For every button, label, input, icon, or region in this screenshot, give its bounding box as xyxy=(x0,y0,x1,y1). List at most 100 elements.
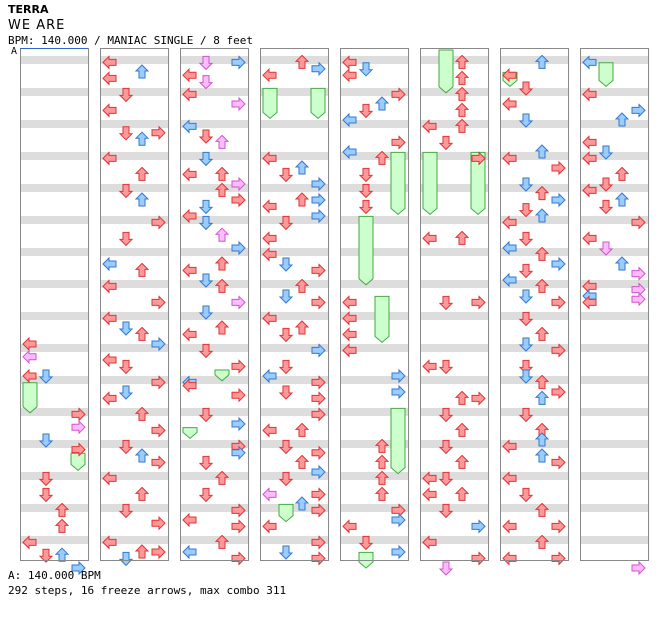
step-arrow-up xyxy=(534,185,550,201)
step-arrow-right xyxy=(631,560,646,576)
measure-stripe xyxy=(260,56,328,64)
step-arrow-right xyxy=(231,176,246,192)
measure-stripe xyxy=(180,376,248,384)
measure-stripe xyxy=(580,216,648,224)
step-arrow-left xyxy=(22,349,37,365)
step-arrow-right xyxy=(311,445,326,461)
step-arrow-up xyxy=(534,448,550,463)
freeze-arrow xyxy=(70,452,86,472)
measure-stripe xyxy=(100,56,168,64)
step-arrow-left xyxy=(262,487,277,502)
step-arrow-right xyxy=(151,125,166,141)
measure-stripe xyxy=(20,504,88,512)
freeze-body xyxy=(182,427,198,440)
measure-stripe xyxy=(580,344,648,352)
step-arrow-left xyxy=(502,151,517,166)
measure-stripe xyxy=(100,440,168,448)
measure-stripe xyxy=(500,248,568,256)
step-arrow-up xyxy=(294,54,310,69)
step-arrow-right xyxy=(551,519,566,534)
artist-name: WE ARE xyxy=(8,18,66,33)
measure-stripe xyxy=(180,536,248,544)
step-arrow-right xyxy=(311,407,326,422)
step-arrow-down xyxy=(278,327,294,343)
step-arrow-left xyxy=(502,551,517,566)
step-arrow-right xyxy=(311,295,326,310)
step-arrow-right xyxy=(231,551,246,566)
column-frame xyxy=(180,48,249,561)
step-arrow-right xyxy=(311,192,326,208)
freeze-body xyxy=(470,151,486,216)
step-arrow-right xyxy=(151,455,166,470)
step-arrow-left xyxy=(422,231,437,246)
measure-stripe xyxy=(340,216,408,224)
measure-stripe xyxy=(180,88,248,96)
step-arrow-left xyxy=(102,352,117,368)
freeze-arrow xyxy=(390,407,406,475)
step-arrow-down xyxy=(118,183,134,199)
measure-stripe xyxy=(260,376,328,384)
step-arrow-down xyxy=(278,359,294,375)
step-arrow-right xyxy=(71,419,86,435)
step-arrow-left xyxy=(182,87,197,102)
step-arrow-right xyxy=(311,263,326,278)
step-arrow-up xyxy=(534,374,550,389)
step-arrow-down xyxy=(118,503,134,519)
step-arrow-right xyxy=(311,487,326,502)
step-arrow-right xyxy=(151,295,166,310)
step-arrow-down xyxy=(598,145,614,160)
step-arrow-left xyxy=(22,368,37,384)
step-arrow-left xyxy=(262,231,277,246)
step-arrow-left xyxy=(262,311,277,326)
bpm-marker-label: A xyxy=(11,46,18,57)
step-stats: 292 steps, 16 freeze arrows, max combo 3… xyxy=(8,584,287,597)
step-arrow-left xyxy=(102,279,117,294)
measure-stripe xyxy=(180,56,248,64)
step-arrow-down xyxy=(598,241,614,256)
step-arrow-right xyxy=(231,387,246,403)
step-arrow-left xyxy=(182,544,197,560)
measure-stripe xyxy=(580,56,648,64)
step-arrow-left xyxy=(262,423,277,438)
step-arrow-left xyxy=(262,247,277,262)
step-arrow-right xyxy=(71,442,86,457)
step-arrow-right xyxy=(231,240,246,256)
measure-stripe xyxy=(100,472,168,480)
step-arrow-down xyxy=(198,455,214,471)
step-arrow-right xyxy=(391,135,406,150)
measure-stripe xyxy=(420,280,488,288)
measure-stripe xyxy=(260,504,328,512)
freeze-body xyxy=(214,369,230,382)
step-arrow-up xyxy=(534,326,550,341)
measure-stripe xyxy=(340,280,408,288)
step-arrow-left xyxy=(422,535,437,550)
step-arrow-left xyxy=(182,208,197,224)
measure-stripe xyxy=(500,56,568,64)
step-arrow-left xyxy=(582,135,597,150)
measure-stripe xyxy=(20,376,88,384)
step-arrow-down xyxy=(518,81,534,96)
step-arrow-right xyxy=(311,464,326,480)
step-arrow-down xyxy=(358,62,374,77)
step-arrow-right xyxy=(471,295,486,310)
step-arrow-up xyxy=(134,262,150,277)
step-arrow-left xyxy=(102,256,117,272)
step-arrow-up xyxy=(454,102,470,117)
measure-stripe xyxy=(100,504,168,512)
freeze-arrow xyxy=(310,87,326,120)
step-arrow-down xyxy=(278,385,294,400)
step-arrow-up xyxy=(214,256,230,271)
step-arrow-down xyxy=(518,203,534,218)
step-arrow-right xyxy=(311,375,326,390)
freeze-body xyxy=(422,151,438,216)
measure-stripe xyxy=(100,120,168,128)
measure-stripe xyxy=(100,408,168,416)
step-arrow-up xyxy=(534,534,550,549)
step-arrow-up xyxy=(214,534,230,549)
measure-stripe xyxy=(100,280,168,288)
step-arrow-right xyxy=(231,55,246,70)
step-arrow-down xyxy=(278,215,294,231)
step-arrow-right xyxy=(311,176,326,192)
step-arrow-up xyxy=(214,470,230,485)
chart-info: BPM: 140.000 / MANIAC SINGLE / 8 feet xyxy=(8,34,254,47)
